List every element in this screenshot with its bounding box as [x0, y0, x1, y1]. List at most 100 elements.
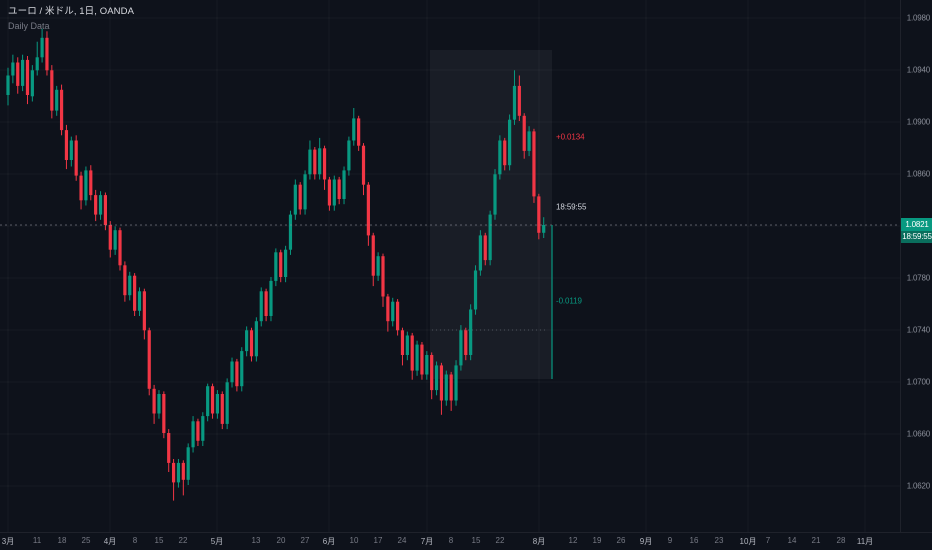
candle-body	[522, 115, 526, 151]
candle-body	[303, 174, 307, 210]
candle-body	[6, 75, 10, 95]
candle-body	[439, 365, 444, 401]
candle-body	[342, 170, 346, 199]
candle-body	[220, 394, 224, 424]
time-axis-tick: 22	[178, 536, 188, 545]
candle-body	[147, 330, 151, 389]
current-price-label: 1.0821	[901, 218, 932, 231]
price-axis[interactable]: 1.09801.09401.09001.08601.08201.07801.07…	[900, 0, 932, 532]
candle-body	[98, 195, 103, 215]
candle-body	[215, 394, 220, 414]
time-axis-tick: 22	[495, 536, 505, 545]
time-axis-tick: 17	[373, 536, 383, 545]
candle-body	[376, 256, 380, 276]
candle-body	[352, 118, 356, 141]
candle-body	[142, 291, 146, 331]
candle-body	[206, 386, 210, 417]
candle-body	[133, 275, 137, 311]
candle-body	[128, 275, 132, 296]
candle-body	[420, 344, 424, 375]
candle-body	[542, 225, 546, 233]
time-axis-tick: 24	[397, 536, 407, 545]
time-axis-tick: 9月	[639, 537, 653, 546]
price-axis-tick: 1.0940	[906, 65, 930, 75]
bar-countdown-label: 18:59:55	[901, 231, 932, 243]
symbol-subtitle: Daily Data	[8, 20, 50, 31]
candle-body	[318, 148, 322, 175]
candle-body	[444, 374, 448, 401]
candle-body	[269, 280, 273, 316]
time-axis-tick: 13	[251, 536, 261, 545]
price-axis-tick: 1.0620	[906, 481, 930, 491]
time-axis-tick: 12	[568, 536, 578, 545]
time-axis-tick: 28	[836, 536, 846, 545]
candle-body	[259, 291, 263, 322]
candle-body	[279, 252, 283, 277]
time-axis-tick: 25	[81, 536, 91, 545]
candle-body	[196, 421, 200, 441]
candle-body	[50, 70, 54, 111]
candle-body	[249, 330, 254, 357]
candle-body	[293, 184, 297, 215]
candle-body	[313, 149, 317, 175]
candle-body	[230, 361, 234, 383]
candle-body	[235, 361, 239, 387]
symbol-title[interactable]: ユーロ / 米ドル, 1日, OANDA	[8, 6, 135, 17]
candle-body	[366, 184, 370, 236]
candle-body	[45, 37, 49, 71]
candle-body	[425, 355, 429, 375]
candle-body	[35, 57, 39, 71]
candle-body	[464, 330, 468, 355]
candle-body	[113, 230, 117, 250]
candle-body	[162, 394, 166, 433]
time-axis-tick: 15	[154, 536, 164, 545]
candle-body	[74, 140, 78, 176]
candle-body	[240, 351, 244, 387]
time-axis-tick: 15	[471, 536, 481, 545]
candle-body	[517, 85, 521, 116]
candle-body	[254, 321, 258, 357]
time-axis-tick: 18	[57, 536, 67, 545]
candle-body	[537, 196, 541, 233]
candle-body	[103, 195, 107, 225]
candle-body	[308, 149, 312, 175]
candle-body	[69, 140, 73, 160]
candle-body	[79, 175, 83, 201]
candle-body	[322, 148, 327, 180]
candle-body	[532, 131, 536, 197]
candle-body	[176, 462, 181, 483]
candle-body	[283, 249, 288, 277]
candle-body	[434, 365, 439, 391]
time-axis-tick: 11月	[856, 537, 874, 546]
candle-body	[152, 388, 156, 414]
time-axis-tick: 9	[667, 536, 673, 545]
time-axis-tick: 21	[811, 536, 821, 545]
candle-body	[89, 170, 93, 196]
price-axis-tick: 1.0980	[906, 13, 930, 23]
candle-body	[264, 291, 268, 316]
price-axis-tick: 1.0700	[906, 377, 930, 387]
candle-body	[84, 170, 88, 201]
candle-body	[327, 179, 332, 206]
chart-canvas[interactable]	[0, 0, 900, 532]
time-axis[interactable]: 3月 11 18 25 4月 8 15 22 5月 13 20 27 6月 10 17 24 7月 8 15 22 8月…	[0, 532, 932, 550]
candle-body	[25, 59, 30, 95]
time-axis-tick: 26	[616, 536, 626, 545]
position-tool-box[interactable]	[430, 50, 552, 379]
time-axis-tick: 10月	[739, 537, 757, 546]
candle-body	[459, 330, 463, 366]
time-axis-tick: 11	[32, 536, 42, 545]
candle-body	[16, 62, 20, 86]
time-axis-tick: 8	[132, 536, 138, 545]
candle-body	[503, 140, 507, 166]
candle-body	[483, 235, 487, 261]
candle-body	[415, 344, 419, 371]
candle-body	[274, 252, 278, 281]
candle-body	[361, 145, 366, 185]
candle-body	[225, 382, 229, 424]
candle-body	[298, 184, 302, 210]
price-axis-tick: 1.0860	[906, 169, 930, 179]
candle-body	[288, 214, 293, 250]
time-axis-tick: 23	[714, 536, 724, 545]
